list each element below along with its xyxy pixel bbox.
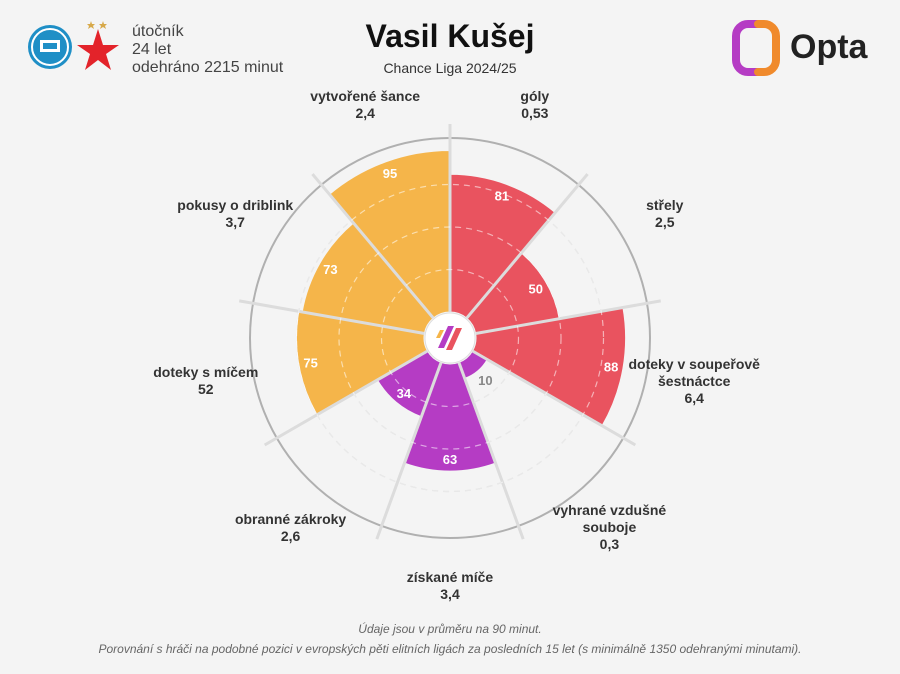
metric-label-3: doteky v soupeřově šestnáctce 6,4 [619, 356, 769, 407]
metric-name: vyhrané vzdušné souboje [552, 502, 667, 536]
grid-circle-overlay [295, 183, 605, 493]
metric-label-9: vytvořené šance 2,4 [290, 88, 440, 122]
metric-name: doteky s míčem [153, 364, 259, 381]
age-text: 24 let [132, 41, 172, 58]
center-logo-icon [438, 326, 454, 348]
metric-value: 2,6 [280, 527, 301, 544]
percentile-label-1: 81 [495, 188, 509, 203]
bar-8 [301, 222, 434, 335]
metric-value: 52 [197, 381, 214, 398]
opta-logo-icon [732, 20, 780, 76]
percentile-label-6: 34 [397, 386, 412, 401]
metric-name: získané míče [406, 569, 494, 585]
spoke [471, 349, 637, 447]
metric-name: doteky v soupeřově šestnáctce [628, 355, 760, 389]
percentile-label-4: 10 [478, 373, 492, 388]
bar-6 [376, 350, 442, 418]
grid-circle-overlay [338, 226, 562, 450]
footer-note-1: Údaje jsou v průměru na 90 minut. [358, 622, 542, 636]
percentile-label-3: 88 [604, 359, 618, 374]
footer-note-2: Porovnání s hráči na podobné pozici v ev… [98, 642, 802, 656]
metric-label-5: získané míče 3,4 [375, 569, 525, 603]
metric-value: 6,4 [684, 389, 704, 406]
metric-label-1: góly 0,53 [460, 88, 610, 122]
metric-label-6: obranné zákroky 2,6 [216, 511, 366, 545]
percentile-label-9: 95 [383, 166, 397, 181]
metric-value: 3,4 [440, 586, 460, 602]
spoke [263, 349, 429, 447]
center-logo-icon [446, 328, 462, 350]
metric-name: střely [646, 197, 684, 213]
metric-label-4: vyhrané vzdušné souboje 0,3 [534, 502, 684, 553]
metric-name: vytvořené šance [310, 87, 421, 104]
grid-circle-overlay [380, 268, 520, 408]
center-logo-icon [436, 330, 444, 338]
spoke [457, 361, 525, 540]
metric-name: góly [520, 87, 550, 104]
metric-label-8: pokusy o driblink 3,7 [160, 197, 310, 231]
metric-value: 3,7 [225, 214, 245, 230]
bar-2 [466, 252, 560, 335]
metric-name: pokusy o driblink [177, 197, 294, 213]
spoke [475, 299, 662, 335]
opta-logo-text: Opta [790, 28, 868, 66]
bar-1 [449, 173, 556, 319]
position-text: útočník [132, 23, 184, 40]
percentile-label-7: 75 [303, 356, 317, 371]
bar-3 [471, 306, 627, 427]
metric-value: 2,5 [655, 214, 675, 230]
metric-name: obranné zákroky [234, 510, 347, 527]
league-subtitle: Chance Liga 2024/25 [383, 60, 517, 76]
spoke [375, 361, 443, 540]
metric-label-7: doteky s míčem 52 [131, 364, 281, 398]
bar-5 [403, 361, 497, 472]
center-logo-bg [424, 312, 476, 364]
club-crest-icon [28, 25, 72, 69]
percentile-label-2: 50 [529, 282, 543, 297]
percentile-label-5: 63 [443, 452, 457, 467]
metric-value: 2,4 [355, 104, 375, 121]
minutes-text: odehráno 2215 minut [132, 59, 284, 76]
spoke [238, 299, 425, 335]
spoke [311, 173, 435, 320]
metric-value: 0,3 [599, 536, 620, 553]
percentile-label-8: 73 [323, 262, 337, 277]
metric-label-2: střely 2,5 [590, 197, 740, 231]
metric-value: 0,53 [521, 104, 549, 121]
player-name-title: Vasil Kušej [365, 18, 535, 54]
red-star-icon [77, 21, 119, 70]
spoke [465, 173, 589, 320]
